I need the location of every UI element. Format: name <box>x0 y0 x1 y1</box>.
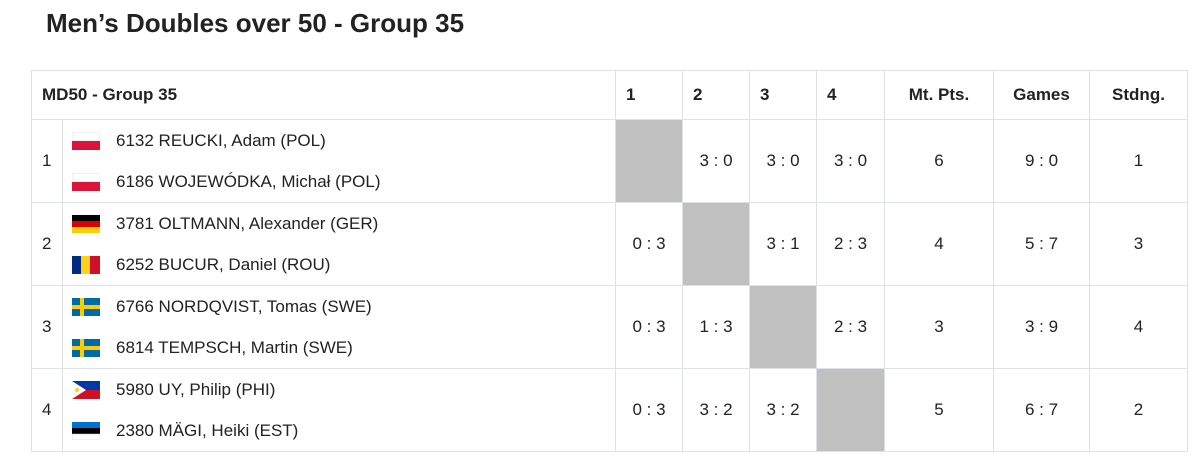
self-cell <box>682 202 750 286</box>
players: 5980 UY, Philip (PHI) 2380 MÄGI, Heiki (… <box>62 368 616 452</box>
standing: 3 <box>1089 202 1188 286</box>
header-cell: 4 <box>816 70 885 120</box>
result: 3 : 2 <box>749 368 817 452</box>
result: 0 : 3 <box>615 202 683 286</box>
header-cell: Stdng. <box>1089 70 1188 120</box>
result: 3 : 0 <box>749 119 817 203</box>
points: 5 <box>884 368 994 452</box>
row: 4 5980 UY, Philip (PHI) 2380 MÄGI, Heiki… <box>31 368 1188 452</box>
result: 0 : 3 <box>615 285 683 369</box>
flag <box>72 172 100 191</box>
player[interactable]: 2380 MÄGI, Heiki (EST) <box>116 420 299 440</box>
flag <box>72 380 100 399</box>
standing: 2 <box>1089 368 1188 452</box>
flag <box>72 131 100 150</box>
player[interactable]: 5980 UY, Philip (PHI) <box>116 379 276 399</box>
result: 3 : 1 <box>749 202 817 286</box>
rank: 3 <box>31 285 63 369</box>
rank: 4 <box>31 368 63 452</box>
rank: 2 <box>31 202 63 286</box>
result: 2 : 3 <box>816 202 885 286</box>
rank: 1 <box>31 119 63 203</box>
points: 6 <box>884 119 994 203</box>
group-table: MD50 - Group 35 1 2 3 4 Mt. Pts. Games S… <box>31 70 1188 452</box>
result: 3 : 0 <box>816 119 885 203</box>
result: 3 : 0 <box>682 119 750 203</box>
page-title: Men’s Doubles over 50 - Group 35 <box>46 8 465 38</box>
games: 5 : 7 <box>993 202 1090 286</box>
flag <box>72 214 100 233</box>
header-cell: Games <box>993 70 1090 120</box>
player[interactable]: 6186 WOJEWÓDKA, Michał (POL) <box>116 171 381 191</box>
games: 6 : 7 <box>993 368 1090 452</box>
player[interactable]: 6252 BUCUR, Daniel (ROU) <box>116 254 331 274</box>
header-row: MD50 - Group 35 1 2 3 4 Mt. Pts. Games S… <box>31 70 1188 120</box>
flag <box>72 338 100 357</box>
row: 1 6132 REUCKI, Adam (POL) 6186 WOJEWÓDKA… <box>31 119 1188 203</box>
result: 2 : 3 <box>816 285 885 369</box>
self-cell <box>749 285 817 369</box>
flag <box>72 297 100 316</box>
games: 9 : 0 <box>993 119 1090 203</box>
result: 0 : 3 <box>615 368 683 452</box>
self-cell <box>615 119 683 203</box>
header-cell: 1 <box>615 70 683 120</box>
header-cell: 3 <box>749 70 817 120</box>
points: 3 <box>884 285 994 369</box>
standing: 4 <box>1089 285 1188 369</box>
header-cell: MD50 - Group 35 <box>31 70 616 120</box>
players: 3781 OLTMANN, Alexander (GER) 6252 BUCUR… <box>62 202 616 286</box>
flag <box>72 255 100 274</box>
games: 3 : 9 <box>993 285 1090 369</box>
header-cell: Mt. Pts. <box>884 70 994 120</box>
points: 4 <box>884 202 994 286</box>
players: 6766 NORDQVIST, Tomas (SWE) 6814 TEMPSCH… <box>62 285 616 369</box>
row: 3 6766 NORDQVIST, Tomas (SWE) 6814 TEMPS… <box>31 285 1188 369</box>
result: 1 : 3 <box>682 285 750 369</box>
players: 6132 REUCKI, Adam (POL) 6186 WOJEWÓDKA, … <box>62 119 616 203</box>
player[interactable]: 6132 REUCKI, Adam (POL) <box>116 130 326 150</box>
flag <box>72 421 100 440</box>
standing: 1 <box>1089 119 1188 203</box>
row: 2 3781 OLTMANN, Alexander (GER) 6252 BUC… <box>31 202 1188 286</box>
result: 3 : 2 <box>682 368 750 452</box>
player[interactable]: 3781 OLTMANN, Alexander (GER) <box>116 213 379 233</box>
player[interactable]: 6814 TEMPSCH, Martin (SWE) <box>116 337 353 357</box>
header-cell: 2 <box>682 70 750 120</box>
player[interactable]: 6766 NORDQVIST, Tomas (SWE) <box>116 296 372 316</box>
self-cell <box>816 368 885 452</box>
